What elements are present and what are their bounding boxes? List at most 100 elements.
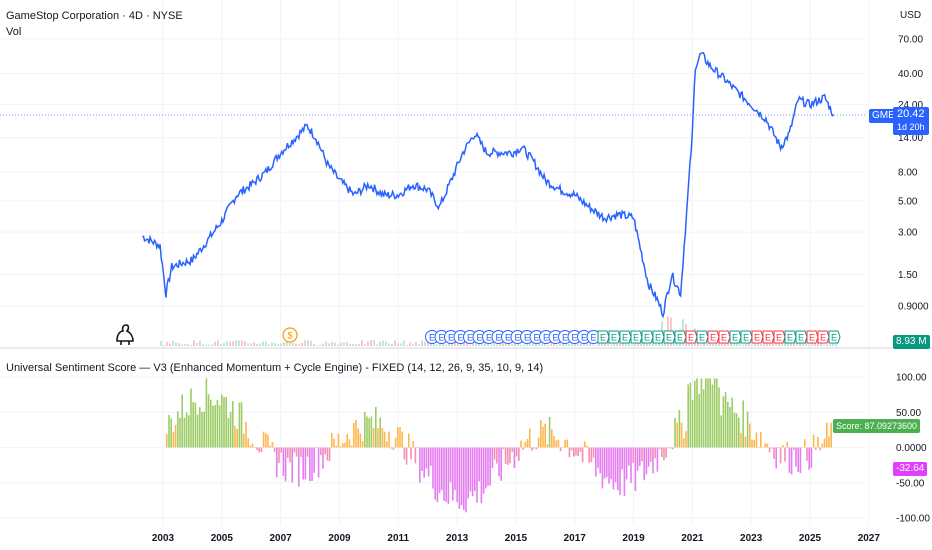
sentiment-bar (408, 433, 410, 448)
sentiment-bar (650, 447, 652, 462)
sentiment-bar (234, 425, 236, 448)
sentiment-bar (568, 447, 571, 458)
osc-tick-label: 100.00 (896, 373, 927, 384)
indicator-title[interactable]: Universal Sentiment Score — V3 (Enhanced… (6, 362, 544, 374)
earnings-marker[interactable]: E (472, 330, 487, 344)
sentiment-bar (174, 424, 177, 448)
earnings-marker[interactable]: E (663, 330, 676, 344)
dividend-icon[interactable]: $ (282, 327, 298, 343)
earnings-marker[interactable]: E (729, 330, 742, 344)
volume-bar (715, 342, 717, 346)
volume-bar (259, 343, 261, 346)
sentiment-bar (718, 387, 720, 448)
sentiment-bar (788, 447, 791, 473)
earnings-marker[interactable]: E (784, 330, 797, 344)
sentiment-bar (700, 378, 703, 448)
earnings-marker[interactable]: E (828, 330, 841, 344)
sentiment-bar (293, 447, 296, 453)
sentiment-bar (170, 418, 172, 448)
sentiment-bar (749, 423, 751, 448)
earnings-marker[interactable]: E (773, 330, 786, 344)
sentiment-bar (764, 443, 766, 448)
sentiment-bar (353, 422, 355, 448)
sentiment-bar (344, 442, 346, 448)
sentiment-bar (661, 447, 663, 457)
sentiment-bar (531, 447, 533, 451)
earnings-marker[interactable]: E (619, 330, 632, 344)
sentiment-bar (177, 411, 179, 448)
earnings-marker[interactable]: E (608, 330, 621, 344)
volume-bar (460, 342, 462, 346)
volume-bar (616, 344, 618, 346)
earnings-marker[interactable]: E (641, 330, 654, 344)
earnings-marker[interactable]: E (817, 330, 830, 344)
sentiment-bar (729, 407, 731, 448)
symbol-title[interactable]: GameStop Corporation · 4D · NYSE (6, 10, 183, 22)
earnings-marker[interactable]: E (597, 330, 610, 344)
sentiment-bar (196, 414, 199, 448)
volume-bar (814, 341, 816, 346)
volume-bar (793, 341, 795, 346)
earnings-marker[interactable]: E (806, 330, 819, 344)
volume-bar (430, 341, 432, 346)
volume-bar (271, 342, 273, 346)
volume-bar (700, 344, 702, 346)
earnings-marker[interactable]: E (718, 330, 731, 344)
volume-bar (250, 343, 252, 346)
earnings-marker[interactable]: E (674, 330, 687, 344)
volume-bar (607, 342, 609, 346)
earnings-marker[interactable]: E (795, 330, 808, 344)
sentiment-bar (271, 442, 274, 448)
sentiment-bar (366, 416, 368, 448)
price-line[interactable] (142, 51, 835, 319)
earnings-marker[interactable]: E (529, 330, 544, 344)
sentiment-bar (436, 447, 439, 503)
svg-text:E: E (666, 333, 672, 343)
volume-bar (595, 344, 597, 346)
volume-bar (355, 344, 357, 346)
sentiment-bar (773, 447, 775, 459)
price-tick-label: 0.9000 (898, 302, 929, 313)
earnings-marker[interactable]: E (707, 330, 720, 344)
sentiment-bar (458, 447, 461, 509)
earnings-marker[interactable]: E (685, 330, 698, 344)
sentiment-bar (410, 447, 412, 460)
volume-bar (532, 340, 534, 346)
volume-label[interactable]: Vol (6, 26, 22, 38)
time-tick-label: 2003 (152, 533, 175, 544)
earnings-marker[interactable]: E (751, 330, 764, 344)
sentiment-bar (265, 433, 267, 448)
volume-bar (373, 340, 375, 346)
sentiment-bar (617, 447, 619, 491)
sentiment-bar (412, 441, 414, 448)
volume-bar (301, 342, 303, 346)
sentiment-bar (405, 447, 408, 465)
sentiment-bar (502, 447, 505, 450)
sentiment-bar (471, 447, 474, 497)
sentiment-bar (278, 447, 280, 463)
svg-text:E: E (809, 333, 815, 343)
volume-bar (499, 342, 501, 346)
volume-bar (763, 341, 765, 346)
earnings-marker[interactable]: E (740, 330, 753, 344)
sentiment-bar (370, 416, 373, 448)
volume-bar (307, 340, 309, 346)
sentiment-bar (313, 447, 315, 473)
sentiment-bar (203, 411, 205, 448)
volume-bar (808, 344, 810, 346)
price-tick-label: 3.00 (898, 228, 918, 239)
earnings-marker[interactable]: E (482, 330, 496, 344)
sentiment-bar (375, 407, 377, 448)
sentiment-bar (535, 447, 538, 450)
sentiment-bar (469, 447, 472, 492)
earnings-marker[interactable]: E (762, 330, 775, 344)
earnings-marker[interactable]: E (630, 330, 643, 344)
sentiment-bar (647, 447, 650, 467)
sentiment-bar (447, 447, 450, 504)
volume-bar (496, 344, 498, 346)
sentiment-bar (676, 422, 678, 448)
volume-bar (427, 341, 429, 346)
earnings-marker[interactable]: E (696, 330, 709, 344)
earnings-marker[interactable]: E (652, 330, 665, 344)
